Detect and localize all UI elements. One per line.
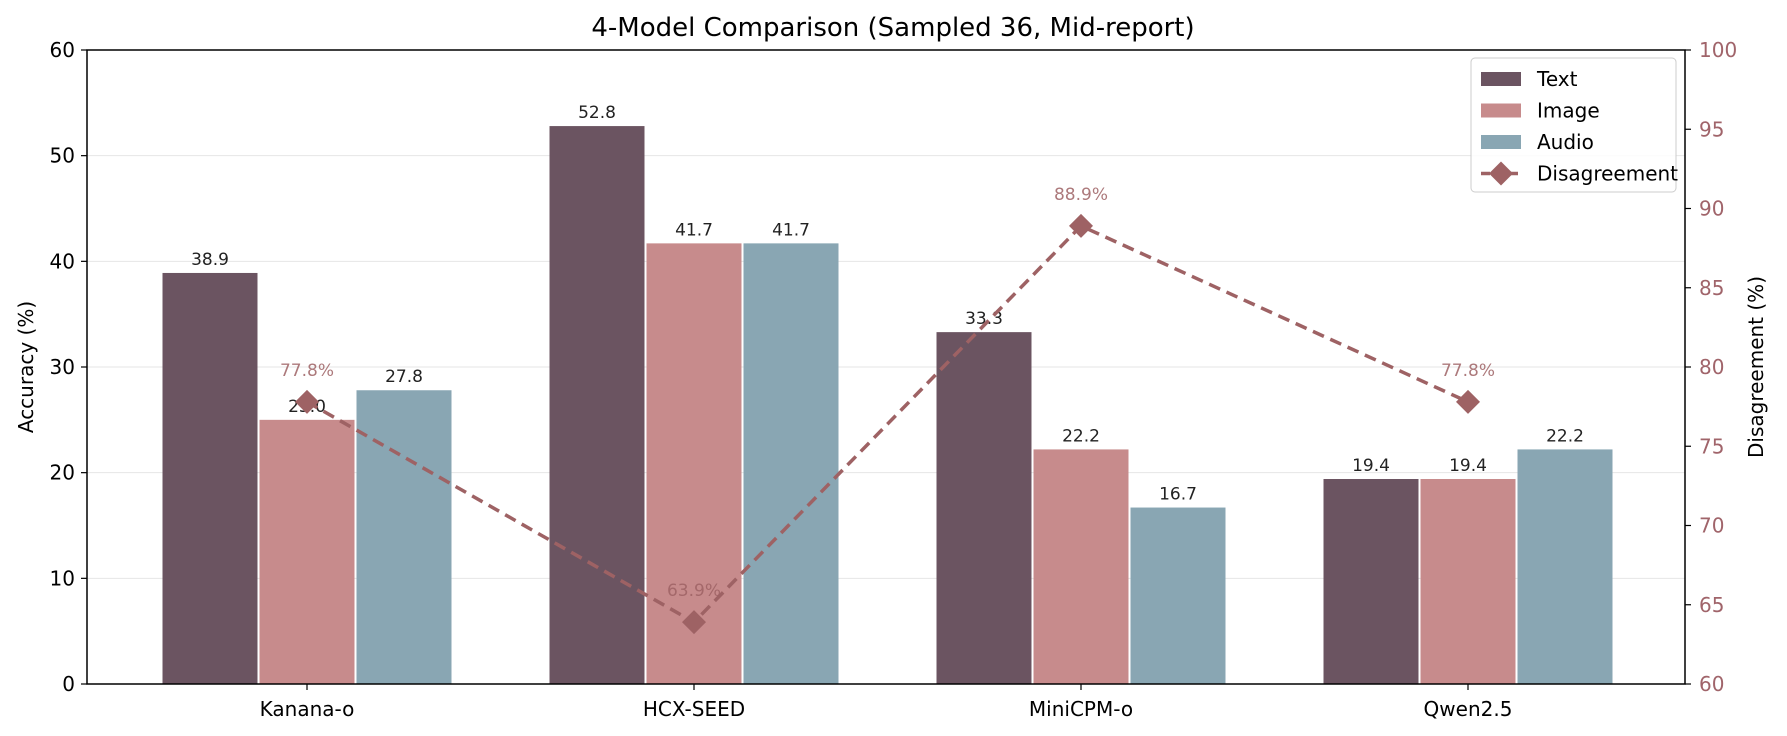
bar-value-label: 41.7 [675,220,713,240]
y2-tick-label: 60 [1699,672,1724,696]
disagreement-line-path [306,223,1469,625]
y2-tick-label: 65 [1699,593,1724,617]
bar-audio [1517,449,1613,684]
y2-axis-ticks: 60 65 70 75 80 85 90 95 100 [1685,38,1737,696]
bar-text [162,272,258,684]
y-tick-label: 60 [50,38,75,62]
legend-swatch-text [1481,72,1521,86]
bar-image [259,419,355,684]
disagreement-value-label: 88.9% [1054,185,1108,205]
bar-text [1323,479,1419,684]
disagreement-point [682,610,706,635]
x-axis-ticks: Kanana-o HCX-SEED MiniCPM-o Qwen2.5 [260,684,1513,721]
y2-tick-label: 100 [1699,38,1737,62]
bar-labels: 38.952.833.319.425.041.722.219.427.841.7… [191,103,1584,504]
y2-tick-label: 85 [1699,276,1724,300]
y-axis-ticks: 0 10 20 30 40 50 60 [50,38,87,696]
y-tick-label: 0 [62,672,75,696]
disagreement-value-label: 77.8% [280,361,334,381]
legend-swatch-image [1481,103,1521,118]
disagreement-point [1069,213,1093,238]
disagreement-point [295,389,319,414]
legend-label: Text [1536,67,1578,91]
x-tick-label: Qwen2.5 [1424,697,1513,721]
chart-title: 4-Model Comparison (Sampled 36, Mid-repo… [591,13,1194,43]
legend: Text Image Audio Disagreement [1470,57,1678,193]
y-tick-label: 50 [50,144,75,168]
bar-audio [1130,507,1226,684]
y2-tick-label: 95 [1699,117,1724,141]
bar-audio [356,390,452,684]
legend-label: Image [1537,99,1600,123]
bar-value-label: 19.4 [1449,456,1487,476]
y-tick-label: 20 [50,461,75,485]
bars [162,126,1613,684]
disagreement-value-label: 63.9% [667,581,721,601]
legend-label: Disagreement [1537,162,1678,186]
disagreement-line: 77.8% 63.9% 88.9% 77.8% [280,185,1495,635]
bar-image [1033,449,1129,684]
legend-diamond-marker [1489,161,1513,186]
x-tick-label: MiniCPM-o [1029,697,1133,721]
bar-value-label: 16.7 [1159,485,1197,505]
x-tick-label: Kanana-o [260,697,355,721]
bar-image [1420,479,1516,684]
bar-value-label: 27.8 [385,367,423,387]
bar-value-label: 52.8 [578,103,616,123]
y2-tick-label: 90 [1699,197,1724,221]
bar-value-label: 19.4 [1352,456,1390,476]
bar-value-label: 38.9 [191,250,229,270]
y-tick-label: 30 [50,355,75,379]
bar-audio [743,243,839,684]
bar-value-label: 22.2 [1062,426,1100,446]
x-tick-label: HCX-SEED [643,697,745,721]
legend-box [1470,57,1677,193]
y2-tick-label: 75 [1699,434,1724,458]
legend-swatch-audio [1481,135,1521,149]
y2-tick-label: 70 [1699,514,1724,538]
y2-tick-label: 80 [1699,355,1724,379]
y-tick-label: 10 [50,566,75,590]
y2-axis-label: Disagreement (%) [1744,276,1768,458]
legend-label: Audio [1537,130,1594,154]
bar-value-label: 41.7 [772,220,810,240]
y-tick-label: 40 [50,249,75,273]
bar-value-label: 22.2 [1546,426,1584,446]
disagreement-point [1456,389,1480,414]
bar-text [549,126,645,684]
bar-text [936,332,1032,684]
y-axis-label: Accuracy (%) [14,301,38,433]
disagreement-value-label: 77.8% [1441,361,1495,381]
